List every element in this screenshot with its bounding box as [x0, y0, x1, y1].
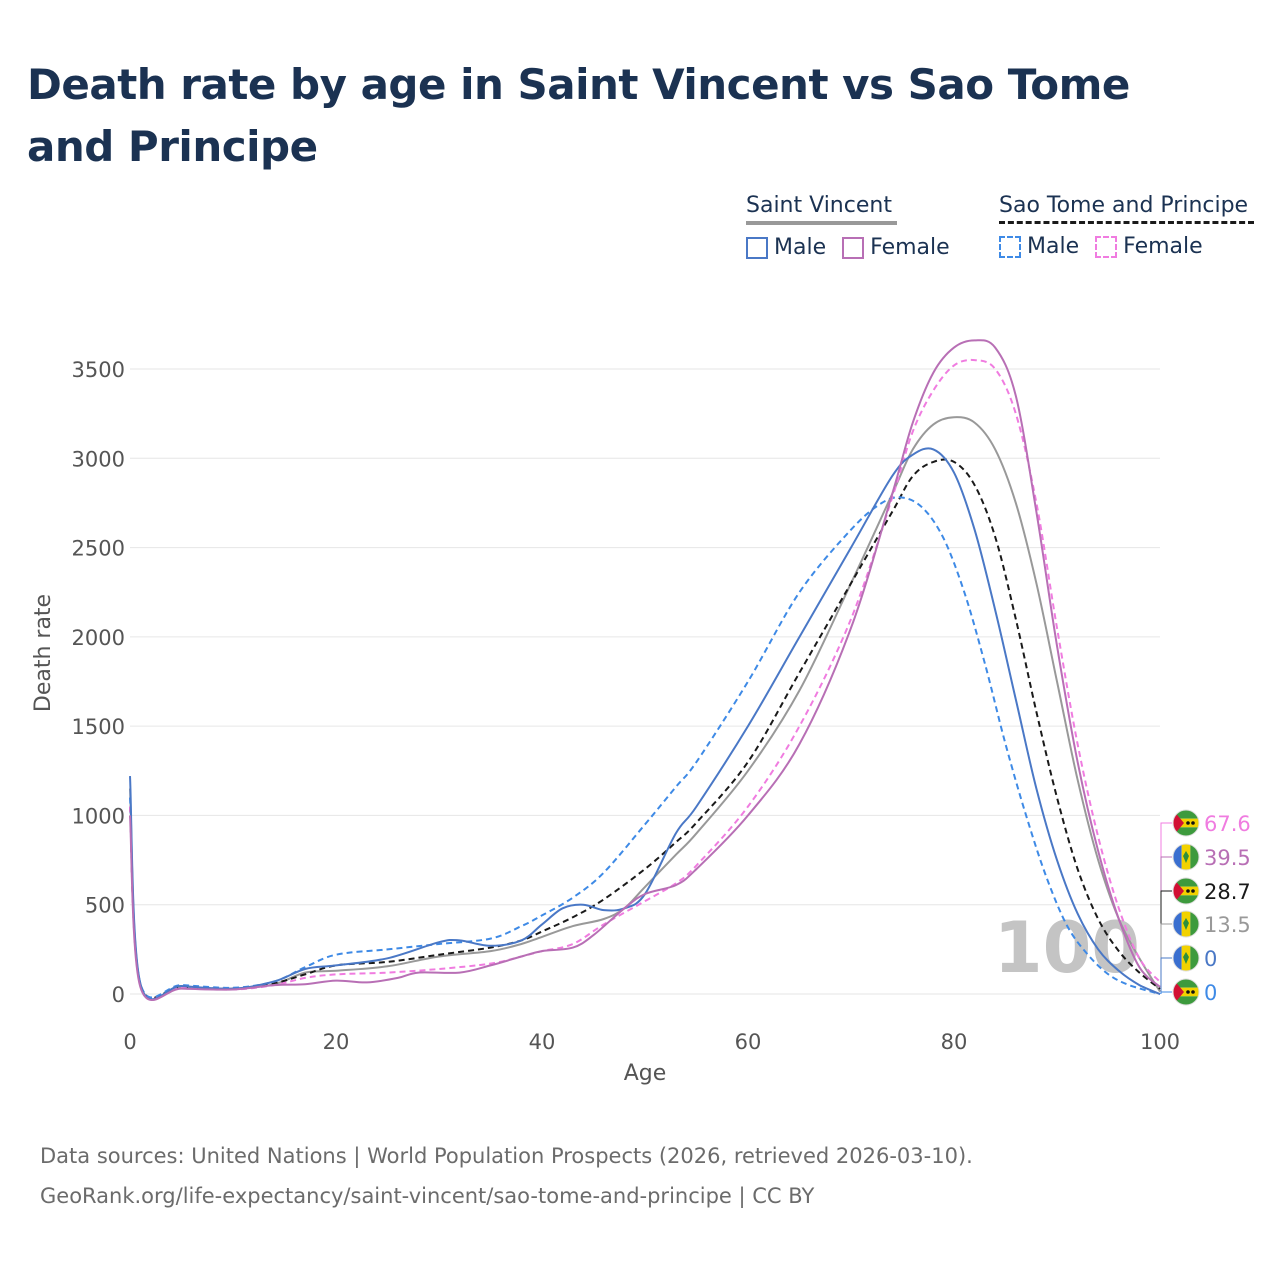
legend-group-saint-vincent: Saint Vincent Male Female	[746, 193, 950, 260]
footer-url[interactable]: GeoRank.org/life-expectancy/saint-vincen…	[40, 1184, 815, 1208]
grid	[130, 368, 1160, 995]
legend-label: Female	[870, 235, 950, 260]
legend-item-sv-male[interactable]: Male	[746, 235, 826, 260]
y-tick-label: 3500	[72, 358, 125, 382]
legend-swatch	[1095, 235, 1118, 258]
saint-vincent-flag	[1173, 945, 1199, 971]
legend-group-line	[746, 221, 897, 225]
legend-item-st-female[interactable]: Female	[1095, 234, 1203, 259]
x-tick-label: 60	[735, 1030, 762, 1054]
x-axis-label: Age	[624, 1061, 667, 1086]
series-line-sv-male[interactable]	[129, 447, 1161, 1001]
x-axis-ticks: 0 20 40 60 80 100	[123, 1030, 1180, 1054]
y-axis-label: Death rate	[31, 594, 56, 712]
y-tick-label: 0	[112, 983, 125, 1007]
legend-item-st-male[interactable]: Male	[999, 234, 1079, 259]
series-line-st-total[interactable]	[129, 458, 1161, 1000]
y-tick-label: 500	[85, 894, 125, 918]
end-label-value: 13.5	[1204, 913, 1251, 937]
x-tick-label: 80	[941, 1030, 968, 1054]
end-label-connector	[1160, 856, 1172, 987]
y-tick-label: 2000	[72, 626, 125, 650]
series-group	[129, 339, 1161, 1002]
legend-group-title: Saint Vincent	[746, 193, 892, 218]
saint-vincent-flag	[1173, 911, 1199, 937]
legend-label: Female	[1123, 234, 1203, 259]
end-label-connector	[1160, 957, 1172, 994]
x-tick-label: 0	[123, 1030, 136, 1054]
x-tick-label: 20	[323, 1030, 350, 1054]
end-label-connector	[1160, 890, 1172, 989]
legend-group-sao-tome: Sao Tome and Principe Male Female	[999, 193, 1254, 259]
y-tick-label: 2500	[72, 537, 125, 561]
chart-title: Death rate by age in Saint Vincent vs Sa…	[27, 60, 1130, 171]
saint-vincent-flag	[1173, 844, 1199, 870]
sao-tome-flag	[1173, 979, 1199, 1005]
series-line-sv-female[interactable]	[129, 339, 1161, 1002]
end-label-value: 39.5	[1204, 846, 1251, 870]
legend-label: Male	[774, 235, 827, 260]
x-tick-label: 100	[1140, 1030, 1180, 1054]
sao-tome-flag	[1173, 810, 1199, 836]
end-label-value: 28.7	[1204, 880, 1251, 904]
series-line-st-female[interactable]	[129, 358, 1161, 1001]
end-label-value: 0	[1204, 981, 1217, 1005]
end-labels: 67.6 39.5 28.7 13.5 0 0	[1160, 809, 1251, 1006]
series-line-st-male[interactable]	[129, 496, 1161, 999]
footer-sources: Data sources: United Nations | World Pop…	[40, 1144, 973, 1168]
end-label-value: 67.6	[1204, 812, 1251, 836]
legend-swatch	[842, 236, 865, 259]
sao-tome-flag	[1173, 878, 1199, 904]
legend-item-sv-female[interactable]: Female	[842, 235, 950, 260]
y-tick-label: 3000	[72, 447, 125, 471]
legend-swatch	[746, 236, 768, 259]
legend-swatch	[999, 235, 1021, 258]
legend-group-line	[999, 221, 1254, 224]
end-label-value: 0	[1204, 947, 1217, 971]
series-line-sv-total[interactable]	[129, 416, 1161, 1001]
end-label-connector	[1160, 991, 1172, 994]
legend-label: Male	[1027, 234, 1080, 259]
y-axis-ticks: 0 500 1000 1500 2000 2500 3000 3500	[72, 358, 125, 1007]
x-tick-label: 40	[529, 1030, 556, 1054]
legend-group-title: Sao Tome and Principe	[999, 193, 1249, 218]
footer: Data sources: United Nations | World Pop…	[40, 1136, 973, 1216]
y-tick-label: 1000	[72, 804, 125, 828]
y-tick-label: 1500	[72, 715, 125, 739]
